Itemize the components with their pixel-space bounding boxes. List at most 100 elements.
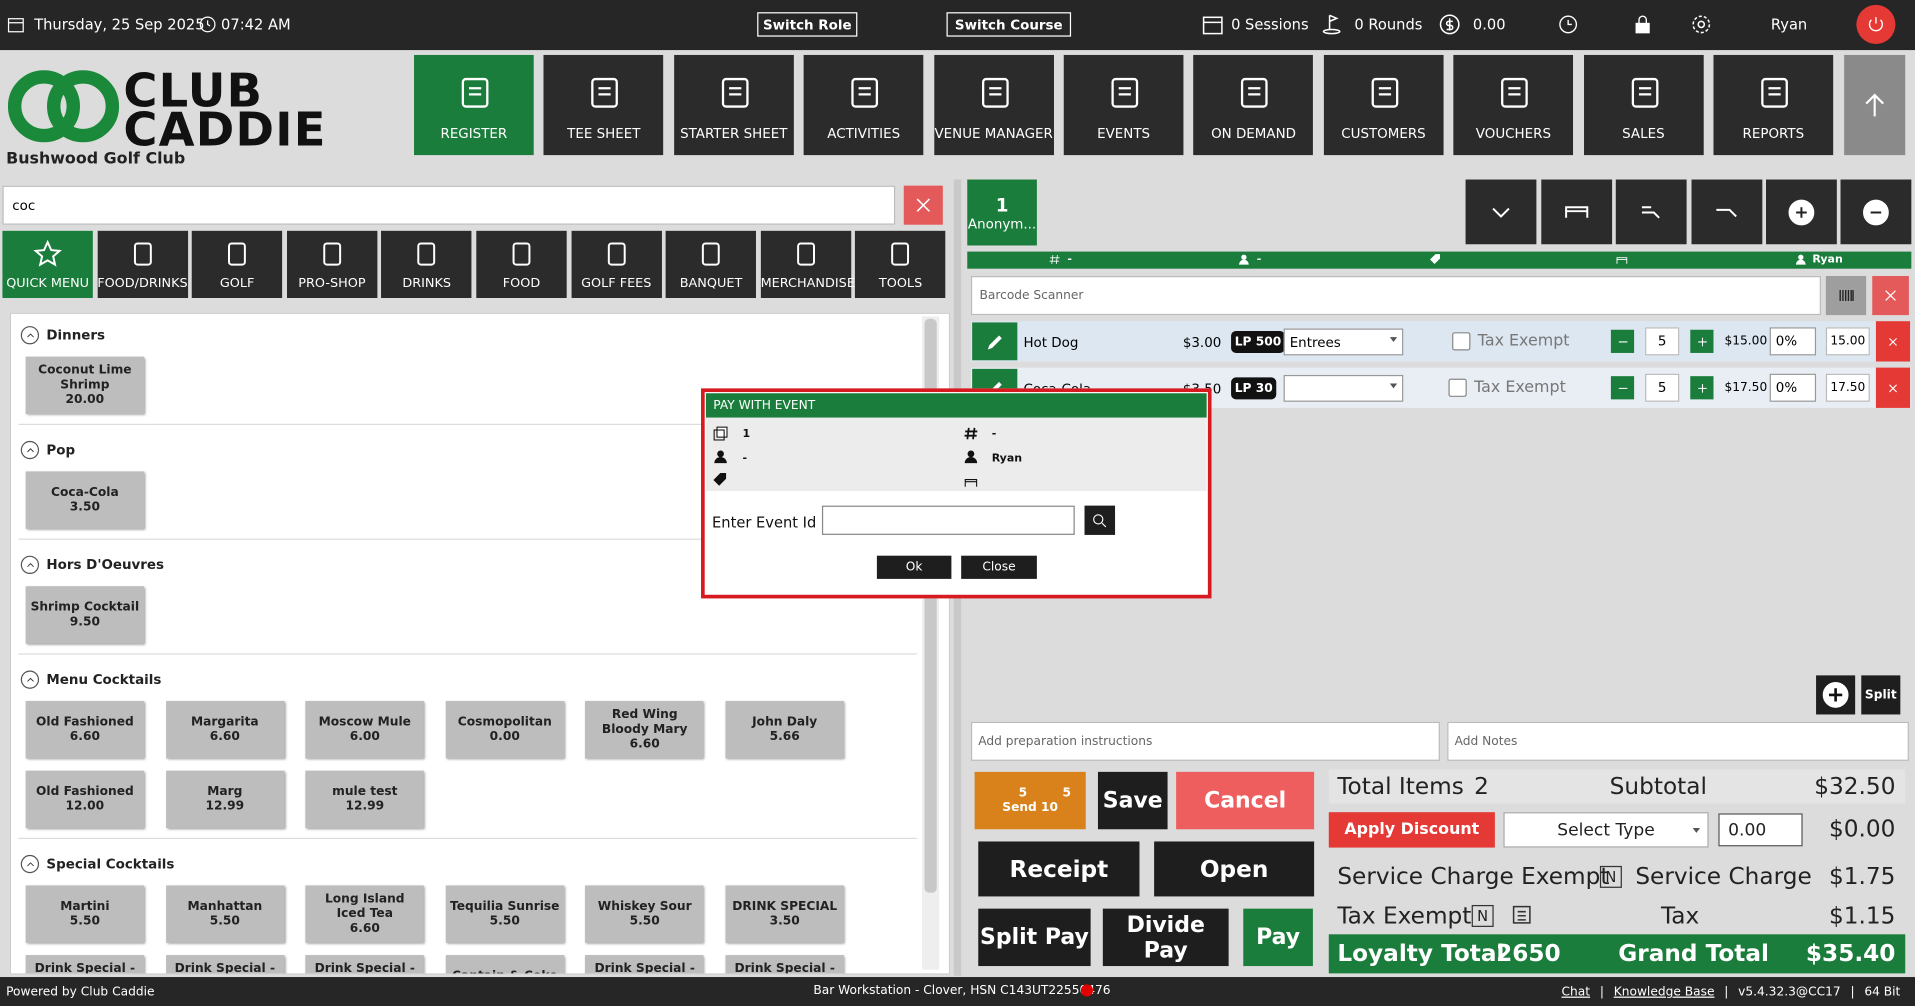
qty-input[interactable]: 5 — [1645, 327, 1680, 356]
menu-item[interactable]: DRINK SPECIAL 3.50 — [725, 885, 844, 943]
settings-button[interactable] — [1689, 12, 1713, 40]
qty-input[interactable]: 5 — [1645, 373, 1680, 402]
barcode-button[interactable] — [1825, 276, 1867, 316]
divide-pay-button[interactable]: Divide Pay — [1102, 908, 1229, 967]
menu-item[interactable]: Drink Special - WELL copy copy1.00 — [725, 955, 844, 974]
category-button[interactable]: BANQUET — [665, 230, 757, 298]
nav-button[interactable]: SALES — [1583, 54, 1704, 156]
discount-type[interactable]: Select Type — [1503, 812, 1709, 848]
nav-button[interactable]: TEE SHEET — [543, 54, 664, 156]
sc-exempt[interactable]: N — [1599, 865, 1622, 888]
category-button[interactable]: TOOLS — [855, 230, 946, 298]
menu-item[interactable]: Long Island Iced Tea 6.60 — [305, 885, 425, 943]
event-search-button[interactable] — [1084, 505, 1116, 535]
course-select[interactable]: Entrees — [1283, 328, 1404, 356]
order-tool-button[interactable] — [1840, 179, 1912, 245]
category-button[interactable]: GOLF FEES — [571, 230, 662, 298]
category-button[interactable]: QUICK MENU — [2, 230, 93, 298]
nav-button[interactable]: REPORTS — [1713, 54, 1834, 156]
split-pay-button[interactable]: Split Pay — [978, 908, 1091, 967]
menu-item[interactable]: Drink Special - PREM5.50 — [305, 955, 425, 974]
clock-button[interactable] — [1557, 13, 1579, 39]
nav-button[interactable]: VOUCHERS — [1453, 54, 1574, 156]
nav-button[interactable]: EVENTS — [1063, 54, 1184, 156]
footer-link[interactable]: Chat — [1561, 985, 1591, 1000]
switch-role[interactable]: Switch Role — [757, 12, 858, 37]
remove-line[interactable] — [1875, 367, 1911, 408]
menu-item[interactable]: Old Fashioned 12.00 — [25, 770, 145, 829]
menu-item[interactable]: Tequilia Sunrise 5.50 — [445, 885, 564, 943]
menu-item[interactable]: Manhattan 5.50 — [165, 885, 285, 943]
discount-select[interactable]: 0% — [1769, 373, 1817, 402]
event-id-input[interactable] — [821, 505, 1075, 535]
nav-button[interactable]: REGISTER — [414, 54, 534, 156]
line-amount[interactable]: 15.00 — [1825, 327, 1870, 356]
send-button[interactable]: 5 5 Send 10 — [974, 771, 1086, 830]
group-toggle[interactable] — [20, 440, 40, 460]
menu-item[interactable]: Marg 12.99 — [165, 770, 285, 829]
open-button[interactable]: Open — [1154, 841, 1315, 897]
course-select[interactable] — [1283, 374, 1404, 402]
notes-input[interactable]: Add Notes — [1447, 721, 1909, 761]
menu-item[interactable]: mule test 12.99 — [305, 770, 425, 829]
nav-button[interactable]: ACTIVITIES — [803, 54, 924, 156]
menu-item[interactable]: Moscow Mule 6.00 — [305, 701, 425, 759]
category-button[interactable]: MERCHANDISE — [760, 230, 855, 298]
add-line-button[interactable] — [1816, 675, 1856, 715]
menu-item[interactable]: Red Wing Bloody Mary 6.60 — [585, 701, 704, 759]
prep-input[interactable]: Add preparation instructions — [970, 721, 1440, 761]
receipt-button[interactable]: Receipt — [978, 841, 1140, 897]
menu-item[interactable]: Whiskey Sour 5.50 — [585, 885, 704, 943]
discount-select[interactable]: 0% — [1769, 327, 1817, 356]
order-tool-button[interactable] — [1465, 179, 1537, 245]
group-toggle[interactable] — [20, 670, 40, 689]
dialog-close[interactable]: Close — [961, 555, 1037, 579]
menu-item[interactable]: Drink Special - Std4.50 — [165, 955, 285, 974]
order-tab[interactable]: 1 Anonym... — [967, 179, 1037, 246]
search-input[interactable]: coc — [2, 185, 896, 225]
menu-item[interactable]: Old Fashioned 6.60 — [25, 701, 145, 759]
remove-line[interactable] — [1875, 321, 1911, 362]
footer-link[interactable]: Knowledge Base — [1613, 985, 1715, 1000]
nav-button[interactable]: CUSTOMERS — [1323, 54, 1444, 156]
qty-minus[interactable] — [1610, 376, 1635, 400]
barcode-input[interactable]: Barcode Scanner — [970, 276, 1821, 316]
tax-exempt-checkbox[interactable] — [1452, 332, 1471, 351]
group-toggle[interactable] — [20, 326, 40, 345]
nav-button[interactable]: STARTER SHEET — [673, 54, 794, 156]
category-button[interactable]: PRO-SHOP — [286, 230, 378, 298]
order-tool-button[interactable] — [1765, 179, 1837, 245]
line-amount[interactable]: 17.50 — [1825, 373, 1870, 402]
scroll-up-button[interactable] — [1844, 54, 1906, 156]
group-toggle[interactable] — [20, 555, 40, 575]
group-toggle[interactable] — [20, 854, 40, 874]
lock-button[interactable] — [1632, 13, 1654, 39]
tax-exempt[interactable]: N — [1471, 904, 1494, 927]
qty-minus[interactable] — [1610, 329, 1635, 353]
category-button[interactable]: FOOD/DRINKS — [97, 230, 188, 298]
tax-exempt-checkbox[interactable] — [1448, 378, 1467, 397]
search-clear[interactable] — [903, 185, 943, 225]
cancel-button[interactable]: Cancel — [1176, 771, 1315, 830]
menu-item[interactable]: Shrimp Cocktail 9.50 — [25, 586, 145, 644]
category-button[interactable]: GOLF — [191, 230, 283, 298]
dialog-ok[interactable]: Ok — [876, 555, 952, 579]
order-tool-button[interactable] — [1541, 179, 1613, 245]
category-button[interactable]: DRINKS — [381, 230, 472, 298]
menu-item[interactable]: Drink Special - WELL copy1.00 — [585, 955, 704, 974]
menu-item[interactable]: Coca-Cola 3.50 — [25, 471, 145, 529]
power-button[interactable] — [1856, 4, 1896, 44]
menu-item[interactable]: Martini 5.50 — [25, 885, 145, 943]
discount-input[interactable]: 0.00 — [1718, 813, 1803, 847]
order-tool-button[interactable] — [1691, 179, 1763, 245]
switch-course[interactable]: Switch Course — [946, 12, 1072, 37]
menu-item[interactable]: Cosmopolitan 0.00 — [445, 701, 564, 759]
menu-item[interactable]: Coconut Lime Shrimp 20.00 — [25, 356, 145, 415]
menu-item[interactable]: John Daly 5.66 — [725, 701, 844, 759]
qty-plus[interactable] — [1690, 376, 1714, 400]
save-button[interactable]: Save — [1097, 771, 1168, 830]
edit-line[interactable] — [972, 322, 1018, 361]
split-button[interactable]: Split — [1861, 675, 1901, 715]
category-button[interactable]: FOOD — [476, 230, 567, 298]
apply-discount[interactable]: Apply Discount — [1328, 812, 1495, 848]
